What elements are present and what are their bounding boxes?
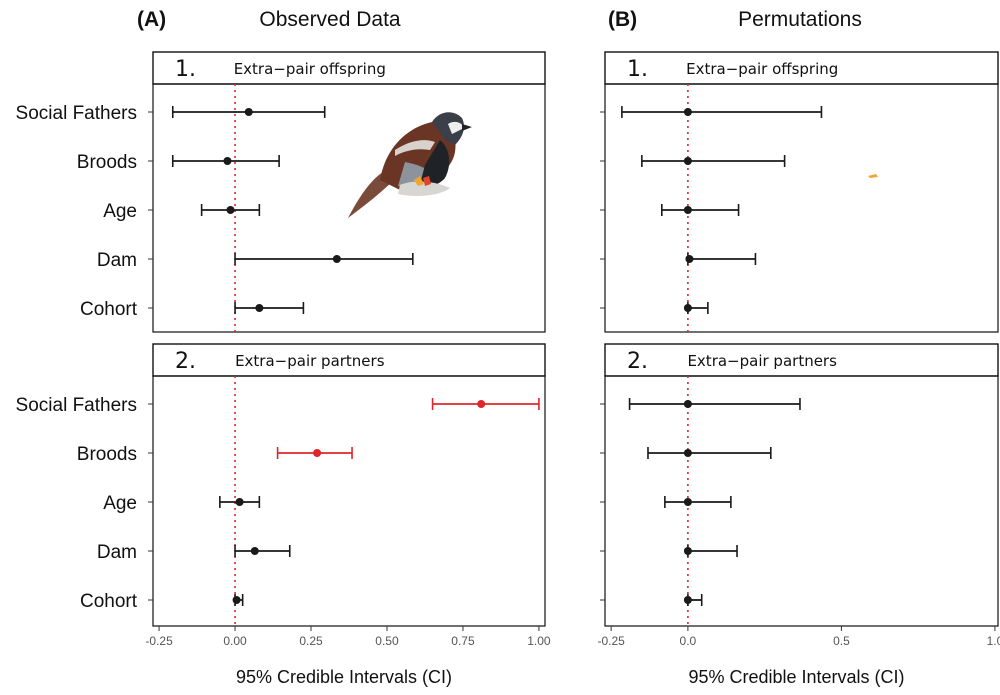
- panel-a-facet-2-dam-label: Dam: [97, 542, 137, 563]
- panel-b-xtick-label-1: 0.0: [680, 634, 697, 648]
- panel-a-xtick-label-1: 0.00: [223, 634, 247, 648]
- panel-a-facet-2-broods-estimate-point: [313, 449, 322, 457]
- panel-b-facet-1-cohort-estimate-point: [683, 304, 692, 312]
- panel-a-facet-2-strip: [152, 343, 546, 377]
- panel-a-x-axis-title: 95% Credible Intervals (CI): [236, 667, 452, 687]
- panel-b-xtick-label-0: -0.25: [597, 634, 625, 648]
- panel-a-facet-2-cohort-label: Cohort: [80, 591, 138, 612]
- panel-a-facet-1-social-fathers-estimate-point: [244, 108, 253, 116]
- panel-a-facet-2-strip-number: 2.: [175, 349, 196, 374]
- panel-a-facet-2-strip-label: Extra−pair partners: [235, 352, 385, 370]
- panel-b-facet-2-strip-label: Extra−pair partners: [687, 352, 837, 370]
- panel-a-facet-1-dam-estimate-point: [332, 255, 341, 263]
- panel-b-facet-2-cohort-estimate-point: [683, 596, 692, 604]
- panel-a-facet-2-broods-label: Broods: [77, 444, 137, 465]
- panel-a-xtick-label-5: 1.00: [527, 634, 551, 648]
- panel-b-facet-1-strip-label: Extra−pair offspring: [686, 60, 838, 78]
- panel-b-facet-2-social-fathers-estimate-point: [683, 400, 692, 408]
- panel-b-facet-2-broods-estimate-point: [683, 449, 692, 457]
- panel-a-facet-1-social-fathers-label: Social Fathers: [16, 103, 137, 124]
- panel-a-facet-1-strip-label: Extra−pair offspring: [234, 60, 386, 78]
- panel-a-facet-1-strip: [152, 51, 546, 85]
- panel-b-facet-1-broods-estimate-point: [683, 157, 692, 165]
- panel-a-facet-1-age-estimate-point: [226, 206, 235, 214]
- panel-a-facet-1-broods-estimate-point: [223, 157, 232, 165]
- panel-b-letter: (B): [608, 8, 637, 31]
- panel-b-facet-2-dam-estimate-point: [683, 547, 692, 555]
- panel-a-facet-2-age-label: Age: [103, 493, 137, 514]
- panel-a-facet-1-cohort-estimate-point: [255, 304, 264, 312]
- panel-a-facet-1-age-label: Age: [103, 201, 137, 222]
- panel-a-facet-1-broods-label: Broods: [77, 152, 137, 173]
- panel-b-xtick-label-2: 0.5: [833, 634, 850, 648]
- panel-b-facet-2-age-estimate-point: [683, 498, 692, 506]
- panel-a-facet-2-cohort-estimate-point: [232, 596, 241, 604]
- panel-b-facet-2-strip: [604, 343, 999, 377]
- panel-a-title: Observed Data: [259, 8, 401, 31]
- panel-a-facet-2-age-estimate-point: [235, 498, 244, 506]
- panel-a-xtick-label-4: 0.75: [451, 634, 475, 648]
- panel-b-facet-1-age-estimate-point: [683, 206, 692, 214]
- panel-a-facet-1-dam-label: Dam: [97, 250, 137, 271]
- panel-b-x-axis-title: 95% Credible Intervals (CI): [688, 667, 904, 687]
- panel-a-facet-2-social-fathers-estimate-point: [477, 400, 486, 408]
- panel-b-facet-1-strip-number: 1.: [627, 57, 648, 82]
- panel-a-xtick-label-0: -0.25: [145, 634, 173, 648]
- panel-a-facet-1-cohort-label: Cohort: [80, 299, 138, 320]
- sparrow-illustration: [348, 112, 878, 218]
- panel-b-title: Permutations: [738, 8, 862, 31]
- panel-a-facet-1-strip-number: 1.: [175, 57, 196, 82]
- panel-b-facet-1-frame: [604, 83, 999, 333]
- panel-a-facet-1-frame: [152, 83, 546, 333]
- panel-a-xtick-label-2: 0.25: [299, 634, 323, 648]
- panel-a-facet-2-social-fathers-label: Social Fathers: [16, 395, 137, 416]
- panel-a-letter: (A): [137, 8, 166, 31]
- panel-b-facet-2-strip-number: 2.: [627, 349, 648, 374]
- panel-b-facet-2-frame: [604, 375, 999, 627]
- panel-b-facet-1-dam-estimate-point: [685, 255, 694, 263]
- panel-a-xtick-label-3: 0.50: [375, 634, 399, 648]
- panel-a-facet-2-dam-estimate-point: [250, 547, 259, 555]
- panel-a-facet-2-frame: [152, 375, 546, 627]
- panel-b-facet-1-social-fathers-estimate-point: [683, 108, 692, 116]
- panel-b-xtick-label-3: 1.0: [987, 634, 1000, 648]
- panel-b-facet-1-strip: [604, 51, 999, 85]
